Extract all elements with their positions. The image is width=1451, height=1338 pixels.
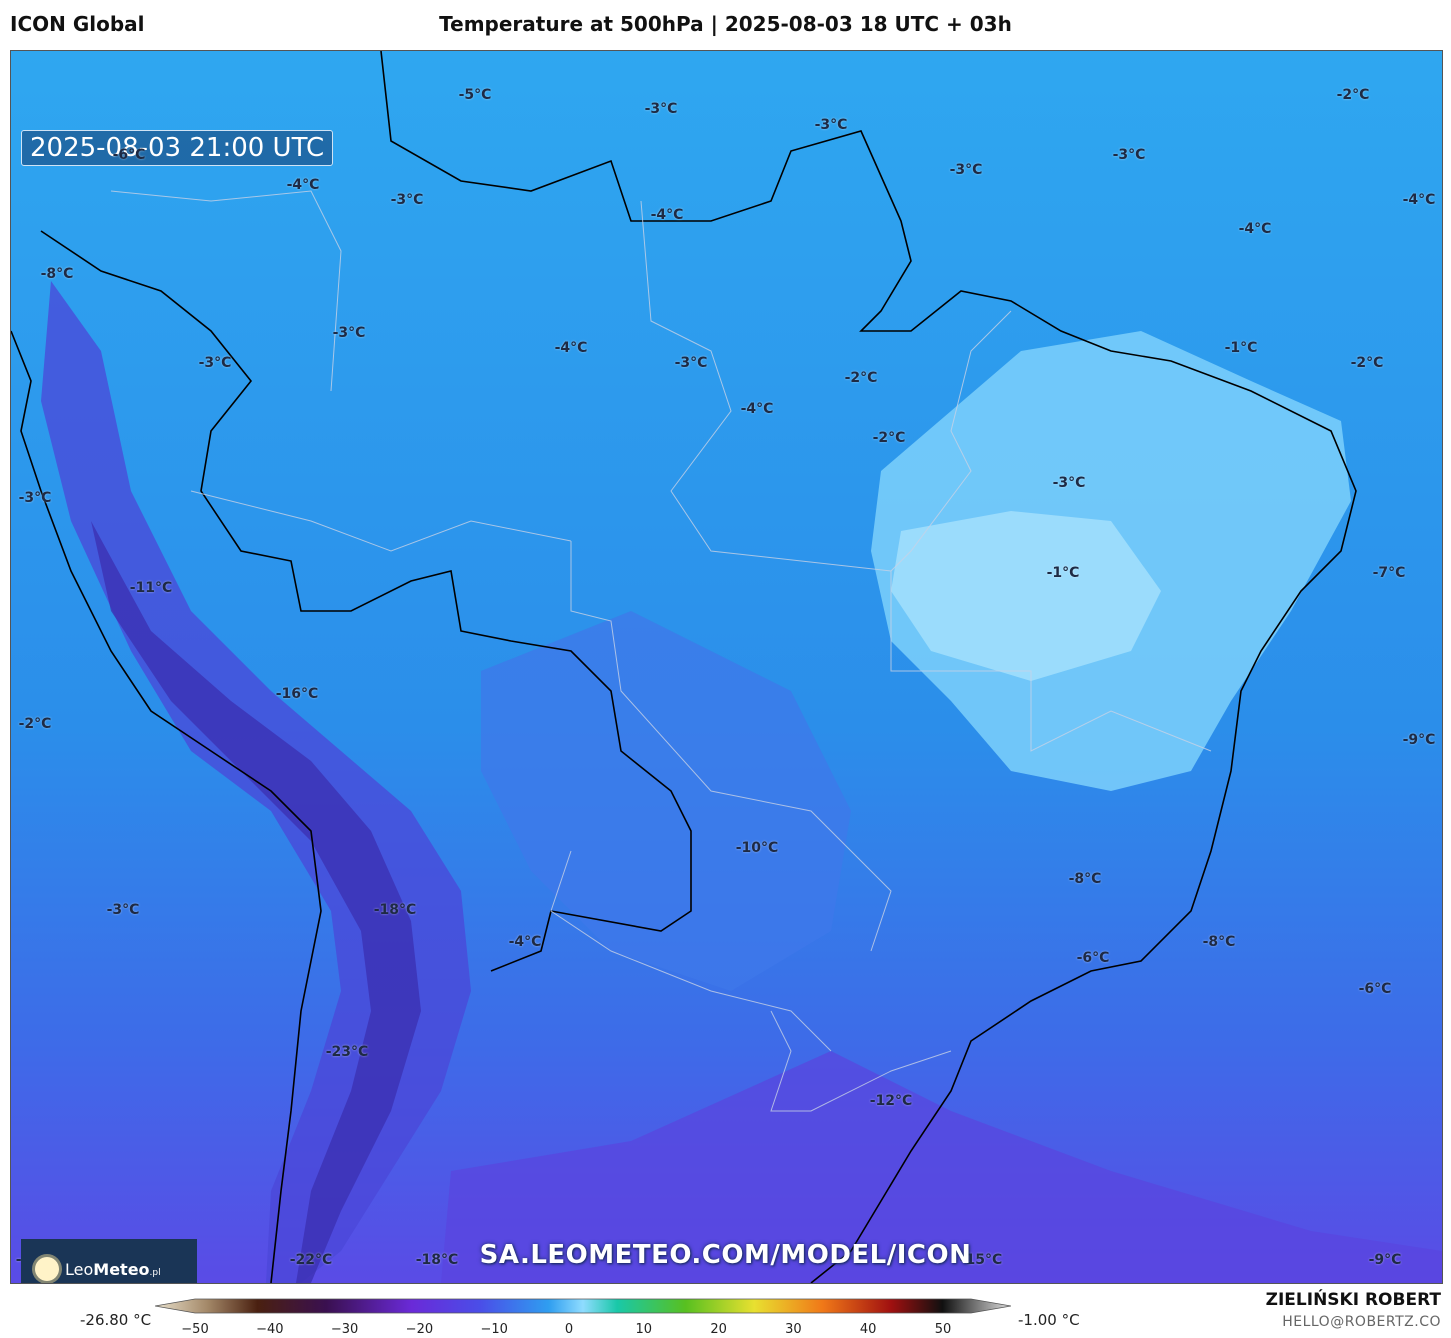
temperature-label: -3°C — [949, 162, 983, 178]
temperature-label: -23°C — [325, 1044, 369, 1060]
temperature-label: -9°C — [1402, 732, 1436, 748]
temperature-label: -3°C — [644, 101, 678, 117]
temperature-label: -3°C — [332, 325, 366, 341]
colorbar — [155, 1298, 1011, 1314]
temperature-label: -7°C — [1372, 565, 1406, 581]
colorbar-tick: 40 — [859, 1322, 877, 1337]
temperature-label: -3°C — [390, 192, 424, 208]
temperature-label: -4°C — [740, 401, 774, 417]
temperature-label: -18°C — [415, 1252, 459, 1268]
temperature-label: -2°C — [844, 370, 878, 386]
temperature-label: -3°C — [1052, 475, 1086, 491]
temperature-label: -8°C — [40, 266, 74, 282]
valid-time-badge: 2025-08-03 21:00 UTC — [21, 130, 334, 166]
temperature-label: -4°C — [286, 177, 320, 193]
temperature-label: -2°C — [18, 716, 52, 732]
warm-zone-core — [891, 511, 1161, 681]
temperature-label: -4°C — [1238, 221, 1272, 237]
leometeo-logo[interactable]: LeoMeteo.pl — [21, 1239, 197, 1283]
temperature-label: -6°C — [1076, 950, 1110, 966]
temperature-label: -3°C — [674, 355, 708, 371]
logo-text: LeoMeteo.pl — [65, 1259, 161, 1279]
map-title: Temperature at 500hPa | 2025-08-03 18 UT… — [439, 12, 1012, 36]
colorbar-tick: 30 — [785, 1322, 802, 1337]
temperature-label: -12°C — [869, 1093, 913, 1109]
colorbar-min-label: -26.80 °C — [80, 1311, 152, 1329]
colorbar-tick: −40 — [256, 1322, 284, 1337]
temperature-label: -4°C — [1402, 192, 1436, 208]
temperature-label: -4°C — [650, 207, 684, 223]
colorbar-tick: −20 — [405, 1322, 434, 1337]
temperature-label: -9°C — [1368, 1252, 1402, 1268]
sun-icon — [35, 1257, 59, 1281]
temperature-label: -3°C — [814, 117, 848, 133]
site-watermark: SA.LEOMETEO.COM/MODEL/ICON — [479, 1240, 972, 1270]
temperature-label: -6°C — [1358, 981, 1392, 997]
temperature-map[interactable]: 2025-08-03 21:00 UTC -5°C -3°C -3°C -2°C -6°… — [10, 50, 1443, 1284]
coastline — [11, 51, 1357, 1283]
colorbar-tick: 20 — [710, 1322, 727, 1337]
temperature-label: -8°C — [1202, 934, 1236, 950]
temperature-label: -3°C — [198, 355, 232, 371]
colorbar-tick: −30 — [330, 1322, 359, 1337]
temperature-label: -6°C — [112, 147, 146, 163]
temperature-label: -3°C — [18, 490, 52, 506]
temperature-label: -3°C — [106, 902, 140, 918]
temperature-label: -4°C — [554, 340, 588, 356]
cool-zone — [481, 611, 851, 991]
temperature-label: -18°C — [373, 902, 417, 918]
temperature-label: -11°C — [129, 580, 173, 596]
author-name: ZIELIŃSKI ROBERT — [1265, 1290, 1441, 1310]
state-borders — [110, 190, 1212, 1112]
temperature-label: -16°C — [275, 686, 319, 702]
temperature-label: -2°C — [1350, 355, 1384, 371]
header: ICON Global Temperature at 500hPa | 2025… — [0, 0, 1451, 50]
temperature-label: -1°C — [1224, 340, 1258, 356]
colorbar-tick: 10 — [635, 1322, 653, 1337]
temperature-label: -22°C — [289, 1252, 333, 1268]
temperature-label: -3°C — [1112, 147, 1146, 163]
model-name: ICON Global — [10, 12, 145, 36]
temperature-label: -2°C — [872, 430, 906, 446]
andes-core — [91, 521, 421, 1283]
colorbar-max-label: -1.00 °C — [1018, 1311, 1080, 1329]
temperature-label: -5°C — [458, 87, 492, 103]
temperature-label: -4°C — [508, 934, 542, 950]
colorbar-tick: −10 — [480, 1322, 508, 1337]
south-cold — [441, 1051, 1442, 1283]
temperature-label: -8°C — [1068, 871, 1102, 887]
temperature-label: -2°C — [1336, 87, 1370, 103]
temperature-label: -10°C — [735, 840, 779, 856]
colorbar-tick: −50 — [181, 1322, 209, 1337]
colorbar-tick: 0 — [564, 1322, 574, 1337]
temperature-label: -1°C — [1046, 565, 1080, 581]
colorbar-tick: 50 — [934, 1322, 952, 1337]
map-fill — [11, 51, 1442, 1283]
author-email[interactable]: HELLO@ROBERTZ.CO — [1282, 1314, 1441, 1330]
temperature-label: -15°C — [959, 1252, 1003, 1268]
